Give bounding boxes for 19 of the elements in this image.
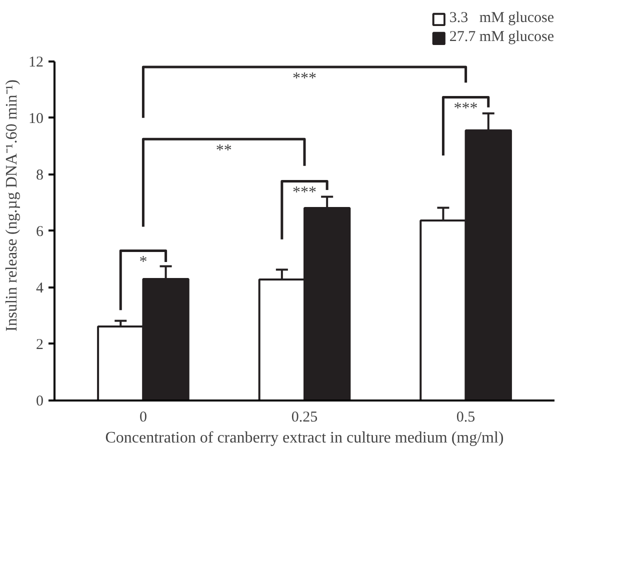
annotation: *** xyxy=(292,70,316,87)
y-tick-label: 4 xyxy=(36,280,44,296)
x-tick-label: 0.5 xyxy=(456,410,476,426)
annotation: *** xyxy=(454,100,478,118)
x-tick-label: 0 xyxy=(139,410,147,426)
annotation: ** xyxy=(216,142,232,159)
annotation: *** xyxy=(292,184,316,202)
annotation: * xyxy=(139,254,148,271)
y-axis-title: Insulin release (ng.µg DNA⁻¹.60 min⁻¹) xyxy=(4,80,20,332)
legend-label: 27.7 mM glucose xyxy=(449,29,554,46)
y-tick-label: 6 xyxy=(36,224,44,240)
x-tick-label: 0.25 xyxy=(291,410,318,426)
y-tick-label: 8 xyxy=(36,167,44,184)
y-tick-label: 12 xyxy=(28,54,44,70)
y-tick-label: 0 xyxy=(36,394,44,410)
legend-label: 3.3 mM glucose xyxy=(449,10,554,27)
y-tick-label: 2 xyxy=(36,336,44,353)
y-tick-label: 10 xyxy=(28,110,44,127)
x-axis-title: Concentration of cranberry extract in culture medium (mg/ml) xyxy=(105,430,504,446)
